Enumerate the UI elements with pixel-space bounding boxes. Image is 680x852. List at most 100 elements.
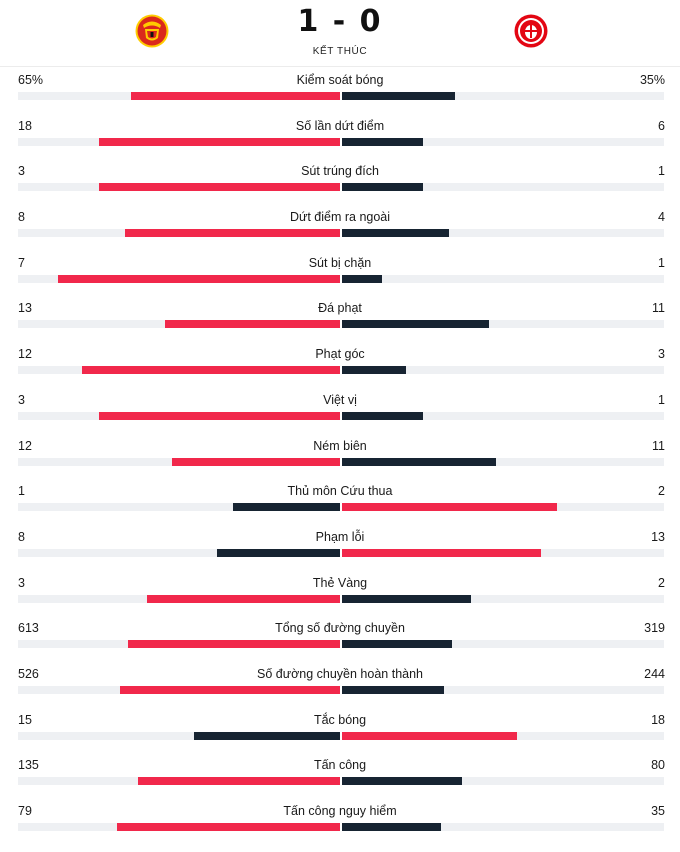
home-stat-value: 3 bbox=[18, 392, 25, 407]
stat-row: 135 Tấn công 80 bbox=[0, 755, 680, 801]
stat-row: 79 Tấn công nguy hiểm 35 bbox=[0, 801, 680, 847]
away-stat-value: 244 bbox=[644, 666, 665, 681]
brentford-crest-icon[interactable] bbox=[513, 13, 549, 49]
stat-row: 15 Tắc bóng 18 bbox=[0, 710, 680, 756]
stat-name: Dứt điểm ra ngoài bbox=[289, 210, 391, 225]
stat-name: Sút bị chặn bbox=[308, 255, 372, 270]
home-stat-bar bbox=[128, 640, 340, 649]
home-stat-value: 526 bbox=[18, 666, 39, 681]
stat-name: Số đường chuyền hoàn thành bbox=[257, 666, 423, 681]
home-stat-bar bbox=[98, 411, 340, 420]
stat-name: Tấn công bbox=[313, 758, 367, 773]
stat-row: 8 Phạm lỗi 13 bbox=[0, 527, 680, 573]
away-stat-bar bbox=[342, 229, 450, 238]
stat-name: Phạm lỗi bbox=[315, 529, 365, 544]
away-stat-value: 13 bbox=[651, 529, 665, 544]
away-stat-bar bbox=[342, 823, 441, 831]
stat-name: Sút trúng đích bbox=[301, 164, 379, 179]
away-stat-track bbox=[342, 731, 664, 740]
away-stat-value: 6 bbox=[658, 118, 665, 133]
home-stat-value: 8 bbox=[18, 529, 25, 544]
stat-row: 613 Tổng số đường chuyền 319 bbox=[0, 618, 680, 664]
home-stat-track bbox=[18, 548, 340, 557]
home-stat-bar bbox=[82, 366, 340, 375]
stat-name: Tắc bóng bbox=[313, 712, 367, 727]
stat-name: Kiểm soát bóng bbox=[296, 73, 384, 87]
away-stat-value: 2 bbox=[658, 575, 665, 590]
stat-row: 18 Số lần dứt điểm 6 bbox=[0, 116, 680, 162]
away-stat-bar bbox=[342, 183, 423, 192]
home-stat-value: 3 bbox=[18, 575, 25, 590]
away-stat-bar bbox=[342, 548, 542, 557]
stat-row: 8 Dứt điểm ra ngoài 4 bbox=[0, 207, 680, 253]
away-stat-bar bbox=[342, 777, 462, 786]
away-stat-track bbox=[342, 685, 664, 694]
away-stat-value: 4 bbox=[658, 210, 665, 225]
away-stat-track bbox=[342, 366, 664, 375]
away-stat-value: 319 bbox=[644, 621, 665, 636]
away-stat-bar bbox=[342, 457, 496, 466]
home-stat-bar bbox=[171, 457, 340, 466]
home-stat-value: 18 bbox=[18, 118, 32, 133]
stat-row: 12 Phạt góc 3 bbox=[0, 344, 680, 390]
home-stat-bar bbox=[58, 274, 340, 283]
stat-name: Việt vị bbox=[323, 392, 357, 407]
home-stat-track bbox=[18, 274, 340, 283]
away-stat-track bbox=[342, 411, 664, 420]
home-stat-bar bbox=[130, 92, 340, 100]
home-stat-value: 3 bbox=[18, 164, 25, 179]
away-stat-track bbox=[342, 640, 664, 649]
stat-name: Số lần dứt điểm bbox=[295, 118, 385, 133]
away-stat-bar bbox=[342, 274, 383, 283]
away-stat-value: 35% bbox=[639, 73, 665, 87]
home-stat-bar bbox=[98, 137, 340, 146]
match-score: 1 - 0 bbox=[297, 4, 383, 39]
away-stat-value: 35 bbox=[651, 804, 665, 818]
home-stat-track bbox=[18, 503, 340, 512]
stat-row: 7 Sút bị chặn 1 bbox=[0, 253, 680, 299]
stat-name: Tấn công nguy hiểm bbox=[283, 804, 397, 818]
stat-row: 3 Việt vị 1 bbox=[0, 390, 680, 436]
home-stat-track bbox=[18, 594, 340, 603]
home-stat-value: 79 bbox=[18, 804, 32, 818]
stat-name: Ném biên bbox=[313, 438, 367, 453]
stat-name: Đá phạt bbox=[318, 301, 362, 316]
home-stat-bar bbox=[193, 731, 340, 740]
away-stat-value: 1 bbox=[658, 164, 665, 179]
away-stat-value: 80 bbox=[651, 758, 665, 773]
stat-row: 3 Thẻ Vàng 2 bbox=[0, 573, 680, 619]
away-stat-value: 2 bbox=[658, 484, 665, 499]
match-status: KẾT THÚC bbox=[312, 46, 368, 57]
home-stat-value: 15 bbox=[18, 712, 32, 727]
away-stat-track bbox=[342, 274, 664, 283]
away-stat-bar bbox=[342, 411, 423, 420]
away-stat-value: 1 bbox=[658, 255, 665, 270]
home-stat-bar bbox=[217, 548, 340, 557]
home-stat-track bbox=[18, 457, 340, 466]
manchester-united-crest-icon[interactable] bbox=[134, 13, 170, 49]
away-stat-bar bbox=[342, 503, 557, 512]
home-stat-bar bbox=[232, 503, 340, 512]
home-stat-bar bbox=[116, 823, 340, 831]
away-stat-bar bbox=[342, 366, 407, 375]
stat-name: Thủ môn Cứu thua bbox=[287, 484, 393, 499]
stats-list: 65% Kiểm soát bóng 35% 18 Số lần dứt điểm 6 3 S… bbox=[0, 70, 680, 847]
away-stat-bar bbox=[342, 594, 471, 603]
stat-row: 13 Đá phạt 11 bbox=[0, 298, 680, 344]
home-stat-value: 8 bbox=[18, 210, 25, 225]
away-stat-bar bbox=[342, 92, 455, 100]
home-stat-track bbox=[18, 731, 340, 740]
away-stat-value: 1 bbox=[658, 392, 665, 407]
away-stat-track bbox=[342, 548, 664, 557]
home-stat-track bbox=[18, 92, 340, 100]
stat-name: Thẻ Vàng bbox=[312, 575, 368, 590]
away-stat-track bbox=[342, 92, 664, 100]
away-stat-track bbox=[342, 137, 664, 146]
home-stat-bar bbox=[146, 594, 340, 603]
home-stat-track bbox=[18, 320, 340, 329]
home-stat-track bbox=[18, 229, 340, 238]
stat-name: Tổng số đường chuyền bbox=[275, 621, 405, 636]
home-stat-value: 7 bbox=[18, 255, 25, 270]
home-stat-track bbox=[18, 777, 340, 786]
away-stat-track bbox=[342, 594, 664, 603]
